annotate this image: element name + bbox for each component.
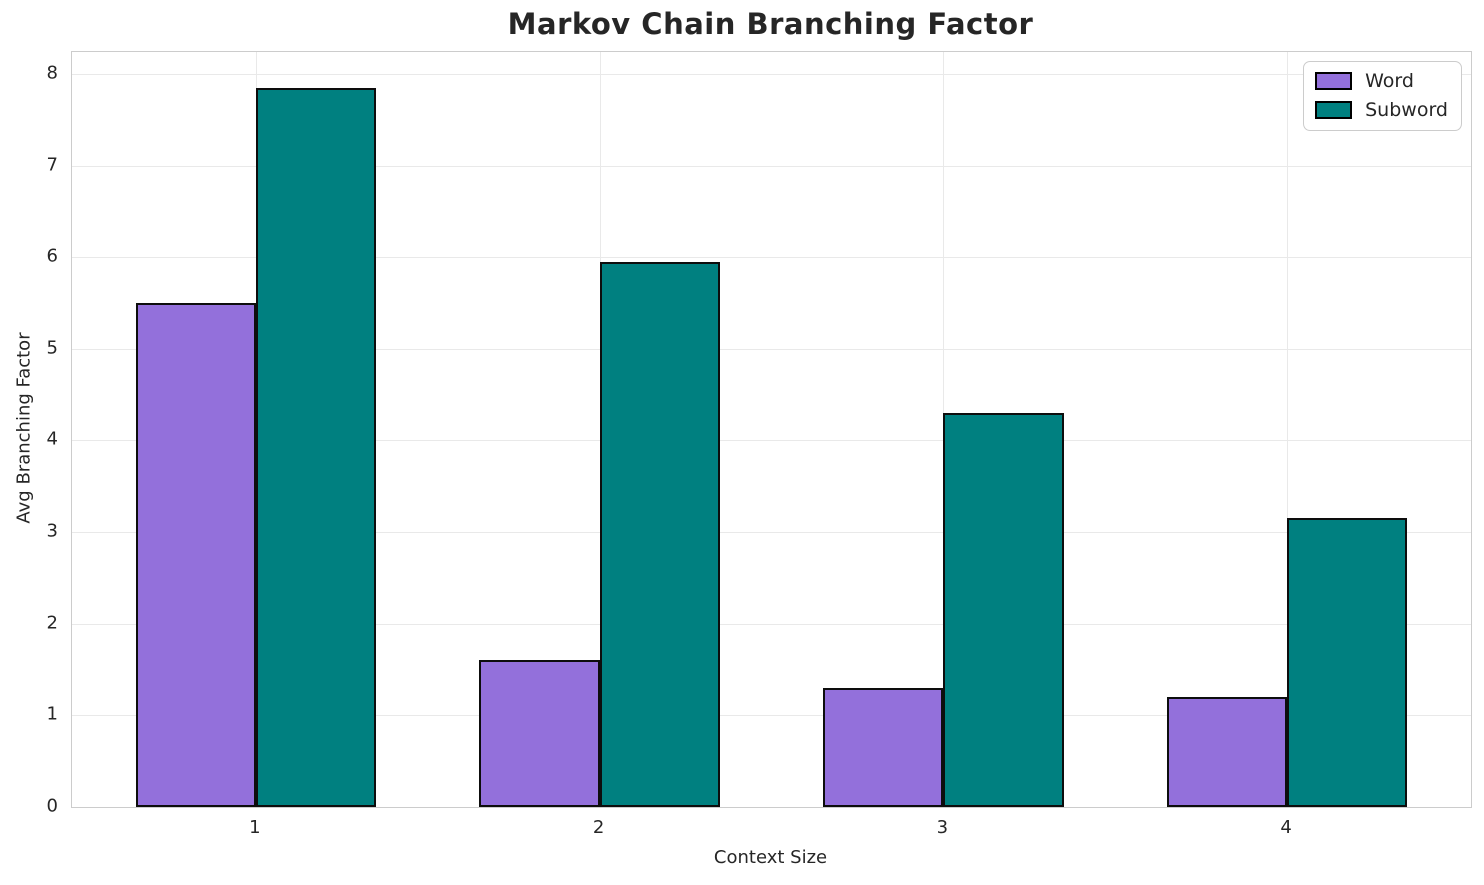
gridline-y-8 [72, 73, 1471, 75]
bar-subword-4 [1287, 518, 1408, 807]
ytick-label-7: 7 [46, 154, 58, 176]
ytick-label-3: 3 [46, 520, 58, 542]
xtick-label-4: 4 [1280, 817, 1292, 838]
x-axis-label: Context Size [713, 847, 828, 868]
gridline-y-7 [72, 165, 1471, 167]
bar-word-2 [479, 660, 600, 807]
chart-title: Markov Chain Branching Factor [507, 7, 1034, 41]
xtick-label-2: 2 [592, 817, 605, 838]
ytick-label-0: 0 [46, 795, 58, 817]
legend: Word Subword [1303, 61, 1462, 131]
plot-area: Word Subword [71, 51, 1472, 808]
gridline-y-3 [72, 532, 1471, 534]
legend-label-word: Word [1365, 70, 1414, 92]
bar-word-3 [823, 687, 944, 807]
subword-series-swatch [1315, 101, 1353, 120]
bar-subword-3 [943, 413, 1064, 807]
bar-subword-1 [255, 87, 377, 807]
gridline-x-4 [1287, 52, 1289, 807]
ytick-label-2: 2 [46, 612, 58, 634]
legend-item-subword: Subword [1315, 98, 1448, 121]
gridline-y-1 [72, 715, 1471, 717]
y-axis-label: Avg Branching Factor [13, 332, 35, 524]
bar-word-1 [135, 303, 256, 807]
gridline-y-6 [72, 257, 1471, 259]
gridline-y-2 [72, 623, 1471, 625]
gridline-y-4 [72, 440, 1471, 442]
ytick-label-1: 1 [46, 703, 58, 725]
legend-item-word: Word [1315, 71, 1448, 92]
bar-subword-2 [599, 261, 720, 807]
ytick-label-5: 5 [46, 337, 58, 359]
ytick-label-6: 6 [46, 245, 58, 267]
xtick-label-3: 3 [936, 817, 949, 838]
ytick-label-8: 8 [46, 62, 58, 84]
legend-label-subword: Subword [1365, 98, 1448, 121]
gridline-y-5 [72, 348, 1471, 350]
bar-word-4 [1166, 697, 1288, 807]
ytick-label-4: 4 [46, 428, 58, 450]
word-series-swatch [1315, 72, 1353, 91]
xtick-label-1: 1 [249, 817, 261, 838]
